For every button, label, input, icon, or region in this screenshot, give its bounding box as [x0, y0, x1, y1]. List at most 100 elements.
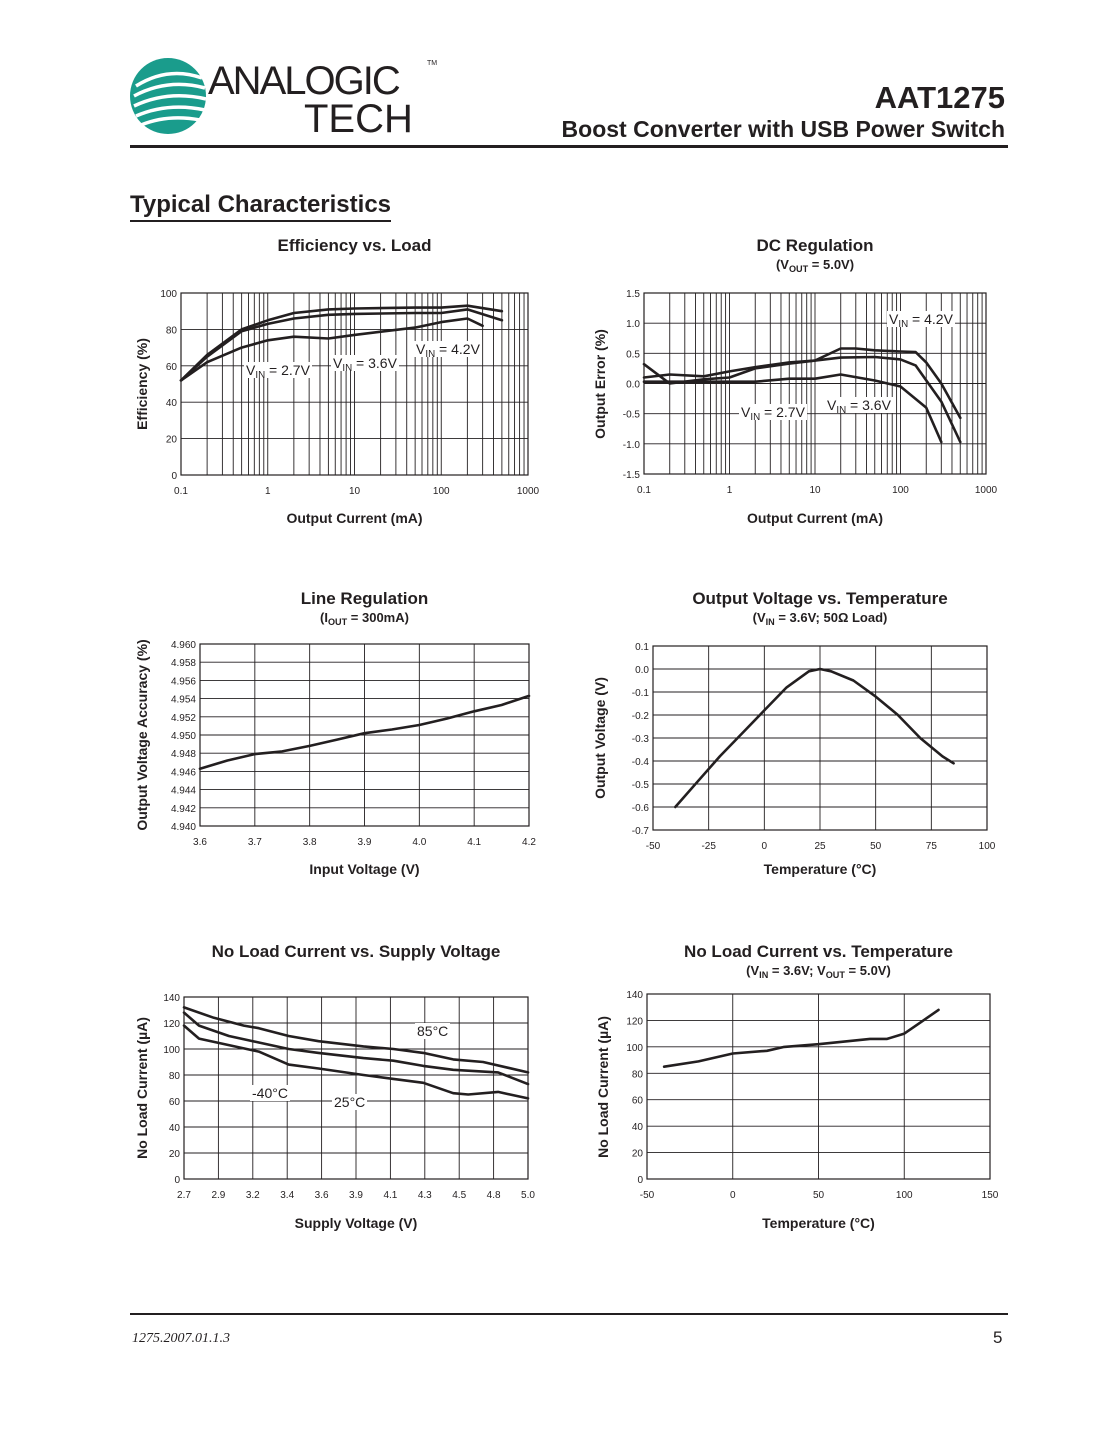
- y-tick-label: 4.952: [171, 713, 196, 724]
- subscript: OUT: [327, 617, 348, 627]
- label-text: = 300mA): [347, 610, 409, 625]
- subscript: IN: [765, 617, 775, 627]
- y-tick-label: 4.944: [171, 786, 196, 797]
- x-tick-label: 3.4: [280, 1190, 294, 1201]
- y-tick-label: 140: [626, 990, 643, 1001]
- series-line-1: [662, 1008, 940, 1068]
- subscript: IN: [750, 412, 761, 423]
- subscript: IN: [898, 319, 909, 330]
- x-tick-label: 100: [896, 1190, 913, 1201]
- chart-subtitle: (VIN = 3.6V; 50Ω Load): [600, 610, 1040, 627]
- x-tick-label: 0.1: [174, 486, 188, 497]
- label-text: V: [827, 397, 837, 413]
- analogictech-logo: ANALOGIC TECH TM: [130, 58, 437, 138]
- chart-2: 0.1 1 10 100 1000 -1.5 -1.0 -0.5 0.0 0.5 1.0 1.5: [623, 289, 998, 496]
- y-tick-label: 0: [171, 471, 177, 482]
- y-tick-label: 1.5: [626, 289, 640, 300]
- x-tick-label: 4.3: [418, 1190, 432, 1201]
- x-axis-label: Input Voltage (V): [309, 861, 420, 877]
- series-line-3: [179, 317, 484, 382]
- plot-frame: [646, 993, 991, 1180]
- x-tick-label: -50: [646, 841, 661, 852]
- x-tick-label: -50: [640, 1190, 655, 1201]
- plot-frame: [183, 996, 529, 1180]
- y-axis-label: Output Voltage (V): [592, 677, 608, 799]
- series-line-1: [673, 667, 955, 809]
- y-tick-label: 0.0: [626, 380, 640, 391]
- x-tick-label: 1: [265, 486, 271, 497]
- y-tick-label: -1.0: [623, 440, 641, 451]
- y-tick-label: 0: [174, 1175, 180, 1186]
- label-text: (I: [320, 610, 328, 625]
- x-tick-label: 5.0: [521, 1190, 535, 1201]
- chart-title: No Load Current vs. Supply Voltage: [136, 942, 576, 962]
- label-text: V: [889, 311, 899, 327]
- label-text: = 2.7V: [265, 362, 310, 378]
- series-annotation: VIN = 2.7V: [739, 404, 807, 423]
- series-annotation: VIN = 3.6V: [331, 355, 399, 373]
- y-tick-label: 4.958: [171, 658, 196, 669]
- x-tick-label: 3.9: [349, 1190, 363, 1201]
- subscript: IN: [759, 970, 769, 980]
- x-tick-label: 3.8: [303, 837, 317, 848]
- subscript: IN: [425, 349, 436, 360]
- label-text: -40°C: [252, 1085, 288, 1101]
- series-line-1: [198, 694, 531, 771]
- series-annotation: VIN = 2.7V: [244, 362, 312, 380]
- x-tick-label: 4.8: [487, 1190, 501, 1201]
- label-text: V: [246, 362, 256, 378]
- label-text: = 3.6V: [846, 397, 891, 413]
- chart-title: Efficiency vs. Load: [135, 236, 575, 256]
- x-tick-label: 100: [979, 841, 996, 852]
- y-tick-label: 0.1: [635, 642, 649, 653]
- x-tick-label: 4.5: [452, 1190, 466, 1201]
- y-tick-label: 0.5: [626, 349, 640, 360]
- chart-3: 3.6 3.7 3.8 3.9 4.0 4.1 4.2 4.940 4.942 4.944 4.94…: [171, 640, 536, 848]
- x-tick-label: 50: [870, 841, 882, 852]
- chart-subtitle: (IOUT = 300mA): [145, 610, 585, 627]
- subscript: OUT: [825, 970, 845, 980]
- series-line-3: [642, 373, 943, 444]
- x-tick-label: 0: [762, 841, 768, 852]
- x-tick-label: 100: [892, 485, 909, 496]
- y-axis-label: No Load Current (µA): [134, 1017, 150, 1159]
- x-tick-label: 150: [982, 1190, 999, 1201]
- y-tick-label: 100: [160, 289, 177, 300]
- chart-1: 0.1 1 10 100 1000 0 20 40 60 80 100: [160, 289, 539, 497]
- series-line-2: [182, 1011, 530, 1086]
- y-tick-label: -0.4: [632, 757, 650, 768]
- chart-title-text: Output Voltage vs. Temperature: [692, 589, 948, 608]
- header-divider: [130, 145, 1008, 148]
- subscript: OUT: [788, 264, 809, 274]
- series-annotation: -40°C: [250, 1085, 290, 1101]
- x-tick-label: 0.1: [637, 485, 651, 496]
- chart-title-text: Efficiency vs. Load: [277, 236, 432, 255]
- label-text: V: [741, 404, 751, 420]
- label-text: (V: [775, 257, 789, 272]
- y-axis-label: Output Error (%): [592, 328, 608, 439]
- x-axis-label: Output Current (mA): [286, 510, 423, 526]
- chart-title-text: Line Regulation: [300, 589, 429, 608]
- x-tick-label: 10: [349, 486, 361, 497]
- chart-title-text: No Load Current vs. Temperature: [684, 942, 953, 961]
- x-tick-label: 1000: [517, 486, 540, 497]
- series-line-1: [179, 304, 504, 382]
- x-tick-label: 50: [813, 1190, 825, 1201]
- y-tick-label: -0.5: [632, 780, 650, 791]
- y-tick-label: 80: [632, 1069, 644, 1080]
- footer-divider: [130, 1313, 1008, 1315]
- logo-line2: TECH: [304, 97, 413, 138]
- y-tick-label: 1.0: [626, 319, 640, 330]
- series-annotation: 25°C: [332, 1094, 368, 1110]
- x-tick-label: 3.7: [248, 837, 262, 848]
- label-text: = 4.2V: [435, 341, 480, 357]
- label-text: 85°C: [417, 1023, 449, 1039]
- x-axis-label: Supply Voltage (V): [294, 1215, 418, 1231]
- label-text: V: [416, 341, 426, 357]
- y-tick-label: 0: [637, 1175, 643, 1186]
- y-tick-label: -0.7: [632, 826, 650, 837]
- y-tick-label: -0.3: [632, 734, 650, 745]
- chart-subtitle: (VIN = 3.6V; VOUT = 5.0V): [599, 963, 1039, 980]
- series-line-2: [179, 308, 504, 382]
